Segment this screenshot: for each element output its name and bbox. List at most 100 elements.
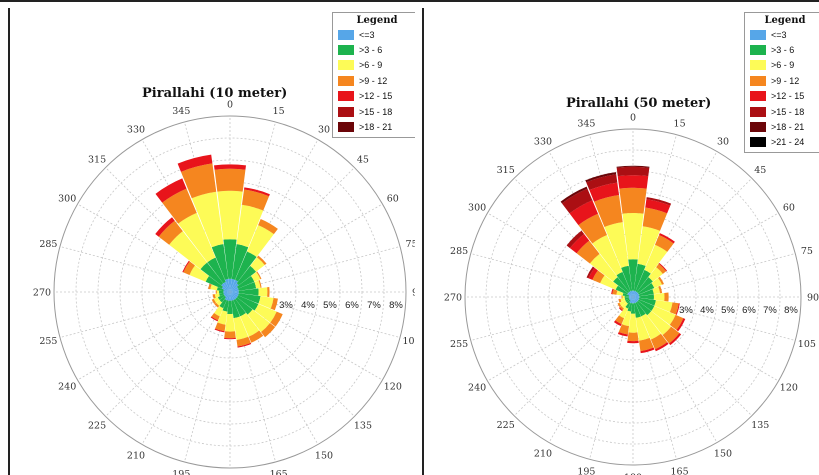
sector-105-bin-0 xyxy=(230,292,239,296)
sector-330-bin-4 xyxy=(155,178,187,203)
legend-swatch xyxy=(338,75,354,86)
legend-label: >3 - 6 xyxy=(771,45,795,56)
sector-45-bin-1 xyxy=(236,265,257,286)
sector-15-bin-2 xyxy=(637,226,660,266)
sector-195-bin-3 xyxy=(618,324,630,335)
sector-75-bin-1 xyxy=(638,289,654,297)
sector-135-bin-1 xyxy=(636,300,652,316)
sector-210-bin-4 xyxy=(210,316,219,322)
sector-195-bin-2 xyxy=(621,310,631,327)
sector-210-bin-3 xyxy=(211,313,220,321)
direction-label: 225 xyxy=(88,420,106,431)
grid-spoke xyxy=(105,291,231,417)
sector-315-bin-3 xyxy=(576,240,600,264)
sector-270-bin-0 xyxy=(223,291,230,293)
sector-105-bin-1 xyxy=(638,297,656,306)
sector-135-bin-4 xyxy=(669,333,682,346)
sector-0-bin-1 xyxy=(223,239,237,279)
grid-spoke xyxy=(59,246,231,293)
grid-spoke xyxy=(513,296,634,417)
sector-225-bin-3 xyxy=(619,306,624,311)
sector-15-bin-5 xyxy=(646,197,672,206)
sector-105-bin-3 xyxy=(669,302,679,315)
sector-240-bin-0 xyxy=(629,297,633,300)
sector-285-bin-3 xyxy=(208,283,212,290)
legend-label: >18 - 21 xyxy=(359,122,393,133)
sector-135-bin-2 xyxy=(247,309,270,332)
direction-label: 165 xyxy=(671,466,689,475)
radial-tick-label: 5% xyxy=(721,305,735,316)
sector-240-bin-2 xyxy=(619,300,627,306)
sector-15-bin-4 xyxy=(645,199,671,214)
sector-105-bin-2 xyxy=(258,296,274,309)
grid-spoke xyxy=(77,291,231,381)
sector-30-bin-3 xyxy=(654,235,674,252)
direction-label: 225 xyxy=(497,420,515,431)
legend-entry: >9 - 12 xyxy=(338,73,415,88)
sector-15-bin-2 xyxy=(236,204,264,248)
sector-330-bin-1 xyxy=(616,271,631,292)
legend-rows: <=3 >3 - 6 >6 - 9 >9 - 12 >12 - 15 >15 - 18 >1… xyxy=(750,27,819,150)
sector-300-bin-1 xyxy=(615,285,628,295)
legend: Legend <=3 >3 - 6 >6 - 9 >9 - 12 >12 - 15 >15… xyxy=(744,12,819,154)
sector-165-bin-3 xyxy=(638,337,654,352)
sector-300-bin-0 xyxy=(221,286,230,292)
sector-270-bin-1 xyxy=(624,295,629,299)
direction-label: 75 xyxy=(801,246,813,257)
legend-swatch xyxy=(338,106,354,117)
sector-255-bin-3 xyxy=(212,294,216,299)
sector-225-bin-4 xyxy=(618,307,623,312)
sector-135-bin-0 xyxy=(230,292,237,299)
sector-345-bin-0 xyxy=(630,290,633,297)
sector-105-bin-1 xyxy=(238,293,261,304)
sector-180-bin-2 xyxy=(225,313,235,332)
grid-spoke xyxy=(487,296,634,382)
sector-60-bin-0 xyxy=(633,293,639,297)
sector-315-bin-2 xyxy=(169,231,208,270)
sector-0-bin-2 xyxy=(217,190,243,240)
direction-label: 165 xyxy=(270,469,288,475)
sector-330-bin-3 xyxy=(162,188,197,224)
sector-195-bin-3 xyxy=(215,322,226,332)
sector-255-bin-2 xyxy=(620,298,626,302)
sector-240-bin-3 xyxy=(617,302,622,308)
sector-300-bin-3 xyxy=(592,270,605,284)
sector-345-bin-6 xyxy=(585,172,617,183)
direction-label: 270 xyxy=(33,288,51,299)
legend-label: >6 - 9 xyxy=(359,60,383,71)
sector-0-bin-2 xyxy=(622,212,644,260)
direction-label: 30 xyxy=(318,125,330,136)
sector-255-bin-2 xyxy=(214,293,220,298)
sector-90-bin-3 xyxy=(267,287,270,297)
wind-rose-50m: 0 15 30 45 60 75 90 105 120 135 150 165 180 195 210 225… xyxy=(444,113,819,475)
sector-285-bin-2 xyxy=(210,284,218,291)
sector-210-bin-1 xyxy=(625,302,631,309)
direction-label: 90 xyxy=(807,293,819,304)
sector-255-bin-1 xyxy=(219,292,224,297)
direction-label: 180 xyxy=(624,473,642,475)
direction-label: 255 xyxy=(39,336,57,347)
direction-label: 60 xyxy=(387,194,399,205)
grid-ring xyxy=(53,115,407,469)
direction-label: 255 xyxy=(450,339,468,350)
sector-120-bin-2 xyxy=(254,303,277,323)
grid-ring xyxy=(464,128,802,466)
grid-ring xyxy=(485,149,781,445)
direction-label: 45 xyxy=(754,165,766,176)
sector-210-bin-0 xyxy=(629,297,633,303)
sector-45-bin-3 xyxy=(256,255,267,266)
sector-45-bin-2 xyxy=(648,267,663,282)
sector-75-bin-3 xyxy=(658,285,663,294)
radial-tick-label: 5% xyxy=(323,300,337,311)
legend-swatch xyxy=(338,29,354,40)
sector-255-bin-0 xyxy=(628,297,633,299)
sector-330-bin-3 xyxy=(578,213,607,244)
legend-rows: <=3 >3 - 6 >6 - 9 >9 - 12 >12 - 15 >15 - 18 >1… xyxy=(338,27,415,135)
sector-150-bin-3 xyxy=(248,330,264,343)
sector-45-bin-3 xyxy=(656,263,667,274)
legend-entry: >15 - 18 xyxy=(338,104,415,119)
legend-label: >9 - 12 xyxy=(771,75,800,86)
sector-75-bin-2 xyxy=(254,280,261,289)
direction-label: 120 xyxy=(780,383,798,394)
sector-60-bin-3 xyxy=(658,276,664,285)
